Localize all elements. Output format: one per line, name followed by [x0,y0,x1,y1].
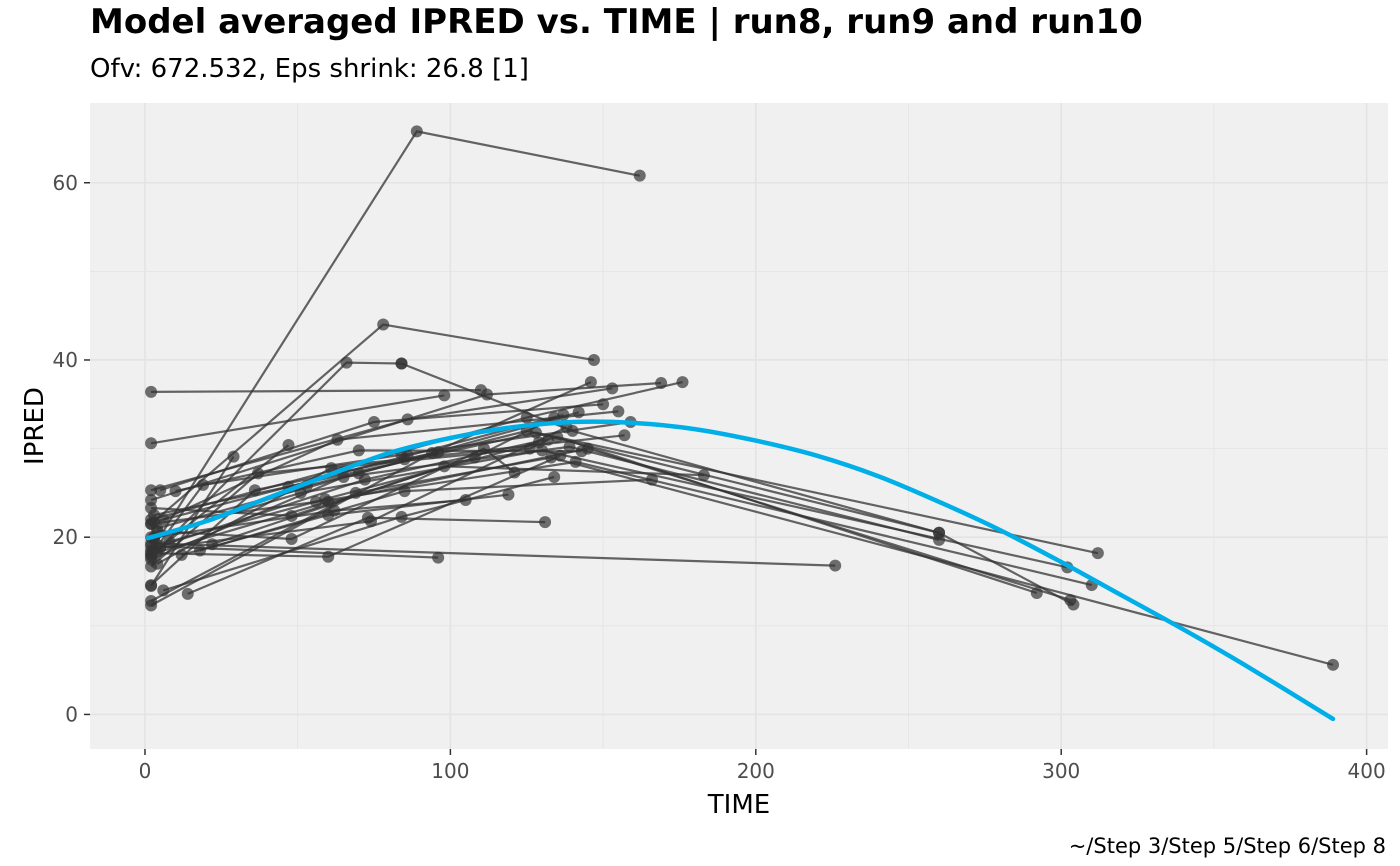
individual-point [502,488,515,501]
x-tick-label: 100 [431,759,469,783]
y-tick-label: 60 [53,171,78,195]
individual-point [193,544,206,557]
chart-title: Model averaged IPRED vs. TIME | run8, ru… [90,2,1143,42]
individual-point [337,470,350,483]
individual-point [145,553,158,566]
individual-point [206,538,219,551]
individual-profile [145,451,1340,671]
chart-subtitle: Ofv: 672.532, Eps shrink: 26.8 [1] [90,54,529,84]
individual-point [148,509,161,522]
individual-point [438,389,451,402]
individual-point [597,398,610,411]
individual-point [145,579,158,592]
individual-point [340,356,353,369]
individual-point [1064,594,1077,607]
individual-line [150,456,1334,666]
individual-point [545,451,558,464]
individual-point [395,357,408,370]
individual-point [181,587,194,600]
individual-point [145,484,158,497]
individual-point [612,405,625,418]
individual-point [285,532,298,545]
plot-panel [90,103,1388,749]
smooth-layer [145,419,1336,722]
individual-point [175,548,188,561]
individual-point [606,382,619,395]
individual-profile [145,389,451,450]
y-tick-label: 40 [53,348,78,372]
individual-point [584,376,597,389]
individual-point [154,484,167,497]
individual-point [1091,547,1104,560]
individual-profile [154,398,610,497]
file-path-caption: ~/Step 3/Step 5/Step 6/Step 8 [1068,834,1386,858]
individual-profile [145,440,946,566]
y-tick-label: 0 [65,702,78,726]
individual-point [539,516,552,529]
x-axis-title: TIME [707,790,770,820]
x-tick-label: 200 [737,759,775,783]
individual-point [829,559,842,572]
smooth-trend-line [145,419,1336,722]
individual-point [432,551,445,564]
individual-line [151,389,481,393]
individual-point [933,533,946,546]
axes: 0 100 200 300 400 0 20 40 60 [53,171,1386,783]
individual-point [548,470,561,483]
individual-point [618,429,631,442]
y-tick-label: 20 [53,525,78,549]
individual-point [282,439,295,452]
grid-minor [90,103,1388,749]
individual-line [153,431,1099,555]
individual-point [587,353,600,366]
individual-point [310,495,323,508]
individual-point [227,450,240,463]
individual-point [352,444,365,457]
individual-point [1327,658,1340,671]
x-tick-label: 300 [1042,759,1080,783]
x-tick-label: 400 [1348,759,1386,783]
individual-line [150,445,940,561]
individual-point [349,486,362,499]
individual-profile [157,470,561,597]
individual-point [145,437,158,450]
individual-line [150,444,290,556]
individual-point [481,388,494,401]
individual-point [145,595,158,608]
individual-point [331,433,344,446]
individual-point [368,416,381,429]
individual-point [563,440,576,453]
individual-point [676,376,689,389]
individual-point [145,385,158,398]
individual-point [572,406,585,419]
individual-point [395,510,408,523]
individual-point [169,485,182,498]
individual-line [150,394,445,445]
individual-point [377,318,390,331]
individual-point [410,125,423,138]
individual-point [529,426,542,439]
grid-major [90,103,1388,749]
y-axis-title: IPRED [20,387,50,465]
individual-point [633,169,646,182]
individual-line [151,542,836,567]
x-tick-label: 0 [139,759,152,783]
